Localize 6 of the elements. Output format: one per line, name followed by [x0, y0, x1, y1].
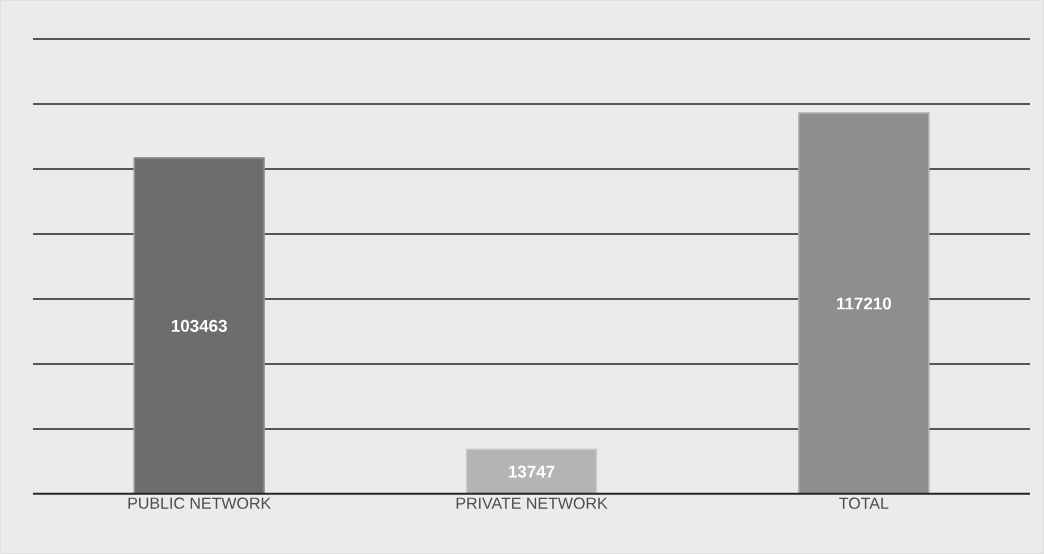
data-label: 13747	[508, 465, 555, 478]
x-tick-label: PUBLIC NETWORK	[128, 497, 271, 509]
x-tick-label: PRIVATE NETWORK	[456, 497, 608, 509]
x-tick-label: TOTAL	[839, 497, 889, 509]
data-label: 117210	[837, 297, 892, 310]
data-label: 103463	[171, 319, 227, 332]
